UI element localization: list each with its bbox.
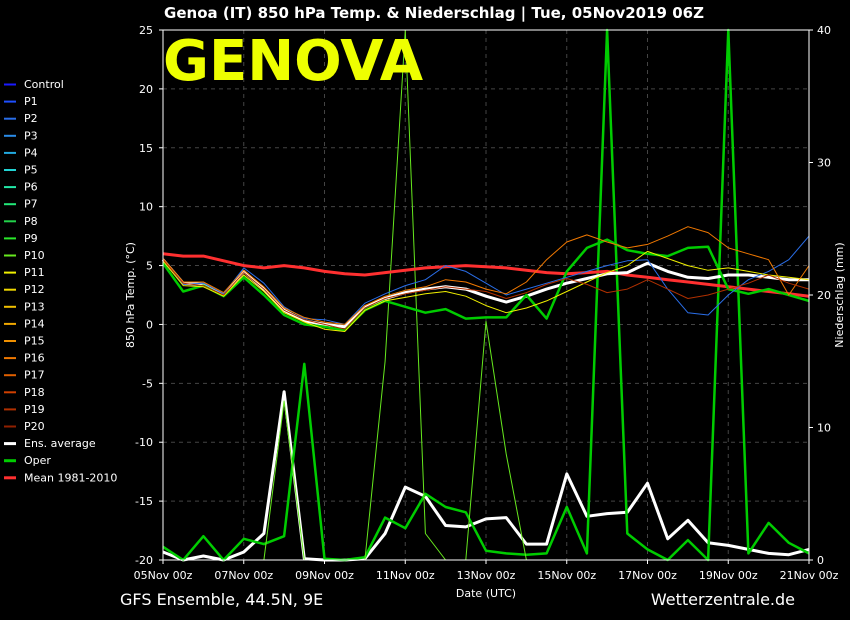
x-tick-label: 09Nov 00z [295, 569, 354, 582]
legend: Control P1 P2 P3 P4 P5 P6 P7 P8 P9 P10 P11 P12 P13 P14… [4, 78, 117, 484]
legend-label: P16 [24, 352, 45, 365]
y2-axis-label: Niederschlag (mm) [833, 242, 846, 347]
legend-label: P8 [24, 215, 38, 228]
y2-tick-label: 20 [817, 289, 831, 302]
y-tick-label: -20 [135, 554, 153, 567]
footer-site: Wetterzentrale.de [651, 590, 795, 609]
legend-label: Ens. average [24, 437, 96, 450]
legend-label: P15 [24, 335, 45, 348]
y-tick-label: -5 [142, 377, 153, 390]
legend-label: P11 [24, 266, 45, 279]
temp-line-mean-1981-2010 [162, 252, 810, 298]
temp-line-p2 [162, 235, 810, 325]
x-tick-label: 11Nov 00z [376, 569, 435, 582]
legend-label: P7 [24, 198, 38, 211]
legend-label: P2 [24, 112, 38, 125]
y-tick-label: 5 [146, 260, 153, 273]
x-tick-label: 07Nov 00z [214, 569, 273, 582]
legend-label: P4 [24, 146, 38, 159]
legend-label: P17 [24, 369, 45, 382]
temp-line-p11 [162, 250, 810, 332]
y-tick-label: -10 [135, 436, 153, 449]
y-tick-label: 25 [139, 24, 153, 37]
y-axis-ticks: 25 20 15 10 5 0 -5 -10 -15 -20 [135, 24, 163, 567]
legend-label: P18 [24, 386, 45, 399]
x-tick-label: 21Nov 00z [780, 569, 839, 582]
legend-label: Oper [24, 454, 51, 467]
series-layer [161, 28, 810, 562]
legend-label: P3 [24, 129, 38, 142]
legend-label: P20 [24, 420, 45, 433]
temp-line-oper [161, 238, 810, 332]
precip-line-oper [162, 28, 810, 562]
legend-label: P6 [24, 181, 38, 194]
x-tick-label: 05Nov 00z [134, 569, 193, 582]
legend-label: Mean 1981-2010 [24, 471, 117, 484]
y2-tick-label: 0 [817, 554, 824, 567]
y2-tick-label: 30 [817, 157, 831, 170]
y2-tick-label: 10 [817, 422, 831, 435]
x-tick-label: 15Nov 00z [537, 569, 596, 582]
legend-label: P12 [24, 283, 45, 296]
legend-label: P13 [24, 300, 45, 313]
y2-tick-label: 40 [817, 24, 831, 37]
x-tick-label: 13Nov 00z [457, 569, 516, 582]
x-axis-ticks: 05Nov 00z 07Nov 00z 09Nov 00z 11Nov 00z 13No… [134, 560, 839, 582]
legend-label: P5 [24, 164, 38, 177]
y-tick-label: 10 [139, 201, 153, 214]
x-tick-label: 19Nov 00z [699, 569, 758, 582]
chart-title: Genoa (IT) 850 hPa Temp. & Niederschlag … [164, 4, 704, 23]
temp-line-p16 [162, 226, 810, 325]
legend-label: P9 [24, 232, 38, 245]
y-tick-label: 20 [139, 83, 153, 96]
legend-label: P1 [24, 95, 38, 108]
city-label: GENOVA [163, 29, 424, 94]
legend-label: P14 [24, 317, 45, 330]
footer-source: GFS Ensemble, 44.5N, 9E [120, 590, 323, 609]
temp-line-p19 [162, 259, 810, 330]
y-tick-label: 0 [146, 318, 153, 331]
precip-line-ens-average [162, 390, 810, 562]
x-tick-label: 17Nov 00z [618, 569, 677, 582]
y-tick-label: 15 [139, 142, 153, 155]
y-axis-label: 850 hPa Temp. (°C) [124, 242, 137, 348]
y2-axis-ticks: 40 30 20 10 0 [809, 24, 831, 567]
x-axis-label: Date (UTC) [456, 587, 516, 600]
legend-label: Control [24, 78, 64, 91]
legend-label: P10 [24, 249, 45, 262]
y-tick-label: -15 [135, 495, 153, 508]
legend-label: P19 [24, 403, 45, 416]
